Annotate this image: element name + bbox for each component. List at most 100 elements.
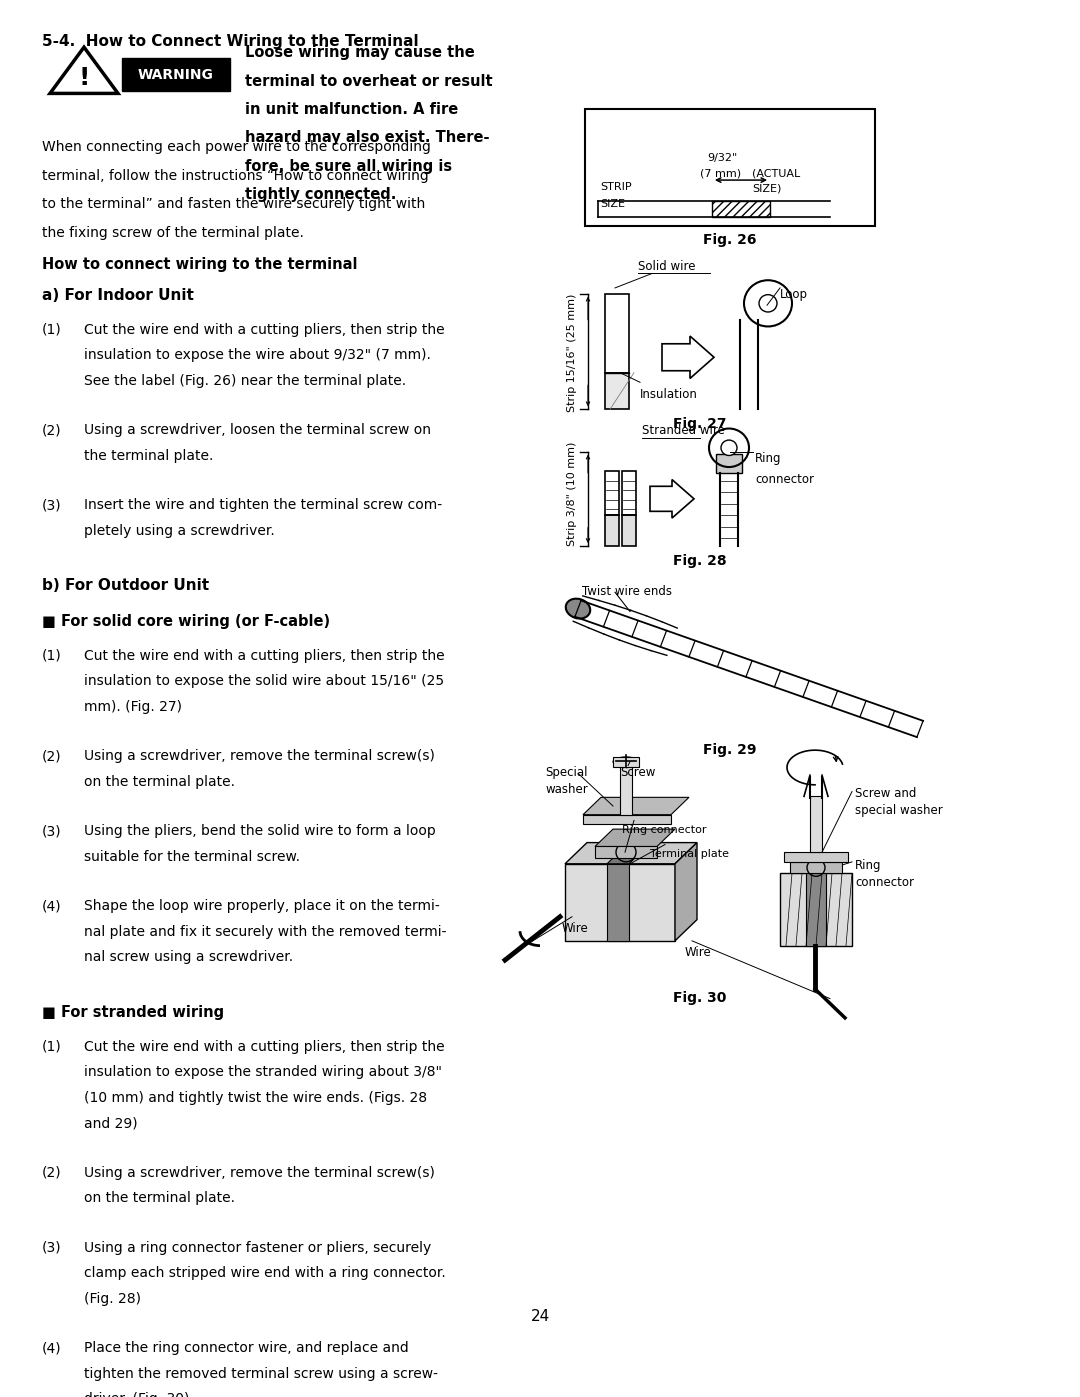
Text: on the terminal plate.: on the terminal plate.	[84, 1192, 235, 1206]
Bar	[620, 761, 632, 814]
Text: 24: 24	[530, 1309, 550, 1324]
Text: (4): (4)	[42, 1341, 62, 1355]
Text: fore, be sure all wiring is: fore, be sure all wiring is	[245, 159, 453, 173]
Text: Ring: Ring	[855, 859, 881, 872]
Text: Strip 3/8" (10 mm): Strip 3/8" (10 mm)	[567, 441, 577, 546]
Text: Ring: Ring	[755, 451, 782, 465]
Text: Stranded wire: Stranded wire	[642, 425, 725, 437]
Text: 9/32": 9/32"	[707, 154, 738, 163]
Text: Using a screwdriver, loosen the terminal screw on: Using a screwdriver, loosen the terminal…	[84, 423, 431, 437]
Text: Using the pliers, bend the solid wire to form a loop: Using the pliers, bend the solid wire to…	[84, 824, 435, 838]
Bar	[595, 847, 657, 858]
Text: the terminal plate.: the terminal plate.	[84, 448, 214, 462]
Bar	[622, 471, 636, 515]
Bar	[583, 814, 671, 824]
Text: Strip 15/16" (25 mm): Strip 15/16" (25 mm)	[567, 293, 577, 412]
Text: driver. (Fig. 30): driver. (Fig. 30)	[84, 1393, 189, 1397]
Text: hazard may also exist. There-: hazard may also exist. There-	[245, 130, 489, 145]
Text: Fig. 26: Fig. 26	[703, 233, 757, 247]
Text: Fig. 30: Fig. 30	[673, 990, 727, 1004]
Polygon shape	[675, 842, 697, 940]
Bar	[622, 515, 636, 546]
Text: clamp each stripped wire end with a ring connector.: clamp each stripped wire end with a ring…	[84, 1266, 446, 1280]
Text: (1): (1)	[42, 648, 62, 662]
Text: (4): (4)	[42, 900, 62, 914]
Text: Cut the wire end with a cutting pliers, then strip the: Cut the wire end with a cutting pliers, …	[84, 1039, 445, 1053]
Text: (3): (3)	[42, 824, 62, 838]
Bar	[810, 796, 822, 852]
Text: (2): (2)	[42, 1165, 62, 1179]
Text: pletely using a screwdriver.: pletely using a screwdriver.	[84, 524, 274, 538]
Text: !: !	[79, 66, 90, 89]
Bar	[607, 863, 629, 940]
Text: Cut the wire end with a cutting pliers, then strip the: Cut the wire end with a cutting pliers, …	[84, 323, 445, 337]
Bar	[565, 863, 675, 940]
Text: (ACTUAL: (ACTUAL	[752, 169, 800, 179]
Bar	[122, 57, 230, 91]
Text: ■ For stranded wiring: ■ For stranded wiring	[42, 1004, 225, 1020]
Text: 5-4.  How to Connect Wiring to the Terminal: 5-4. How to Connect Wiring to the Termin…	[42, 34, 419, 49]
Text: (2): (2)	[42, 423, 62, 437]
Text: terminal, follow the instructions “How to connect wiring: terminal, follow the instructions “How t…	[42, 169, 429, 183]
Text: connector: connector	[855, 876, 914, 890]
Bar	[605, 293, 629, 373]
Text: (3): (3)	[42, 1241, 62, 1255]
Bar	[780, 873, 852, 946]
Bar	[613, 757, 639, 767]
Circle shape	[721, 440, 737, 455]
Text: Solid wire: Solid wire	[638, 260, 696, 272]
Text: Shape the loop wire properly, place it on the termi-: Shape the loop wire properly, place it o…	[84, 900, 440, 914]
Text: Special: Special	[545, 766, 588, 778]
Text: connector: connector	[755, 472, 814, 486]
Text: ■ For solid core wiring (or F-cable): ■ For solid core wiring (or F-cable)	[42, 613, 330, 629]
Bar	[806, 873, 826, 946]
Polygon shape	[595, 828, 675, 847]
Text: Loop: Loop	[780, 288, 808, 300]
Text: washer: washer	[545, 782, 588, 796]
Text: insulation to expose the wire about 9/32" (7 mm).: insulation to expose the wire about 9/32…	[84, 348, 431, 362]
Text: WARNING: WARNING	[138, 67, 214, 81]
Text: How to connect wiring to the terminal: How to connect wiring to the terminal	[42, 257, 357, 272]
Bar	[605, 471, 619, 515]
Text: Terminal plate: Terminal plate	[650, 849, 729, 859]
Text: Screw: Screw	[620, 766, 656, 778]
Circle shape	[759, 295, 777, 312]
Text: Screw and: Screw and	[855, 787, 916, 799]
Text: nal screw using a screwdriver.: nal screw using a screwdriver.	[84, 950, 293, 964]
Text: Insert the wire and tighten the terminal screw com-: Insert the wire and tighten the terminal…	[84, 499, 442, 513]
Text: When connecting each power wire to the corresponding: When connecting each power wire to the c…	[42, 140, 431, 154]
Polygon shape	[607, 842, 651, 863]
Text: STRIP: STRIP	[600, 182, 632, 191]
Text: SIZE: SIZE	[600, 200, 625, 210]
Text: Twist wire ends: Twist wire ends	[582, 584, 672, 598]
Text: Fig. 29: Fig. 29	[703, 743, 757, 757]
Bar	[605, 515, 619, 546]
Bar	[789, 862, 842, 873]
Text: insulation to expose the stranded wiring about 3/8": insulation to expose the stranded wiring…	[84, 1065, 442, 1078]
Text: (Fig. 28): (Fig. 28)	[84, 1292, 141, 1306]
Text: (10 mm) and tightly twist the wire ends. (Figs. 28: (10 mm) and tightly twist the wire ends.…	[84, 1091, 427, 1105]
Text: the fixing screw of the terminal plate.: the fixing screw of the terminal plate.	[42, 226, 303, 240]
Text: Fig. 28: Fig. 28	[673, 553, 727, 567]
Text: tightly connected.: tightly connected.	[245, 187, 396, 203]
Polygon shape	[565, 842, 697, 863]
Text: Using a ring connector fastener or pliers, securely: Using a ring connector fastener or plier…	[84, 1241, 431, 1255]
Polygon shape	[583, 798, 689, 814]
Text: Insulation: Insulation	[640, 388, 698, 401]
Text: Using a screwdriver, remove the terminal screw(s): Using a screwdriver, remove the terminal…	[84, 749, 435, 763]
Bar	[716, 454, 742, 472]
Text: (7 mm): (7 mm)	[700, 169, 741, 179]
Text: (1): (1)	[42, 323, 62, 337]
Text: nal plate and fix it securely with the removed termi-: nal plate and fix it securely with the r…	[84, 925, 446, 939]
Text: Loose wiring may cause the: Loose wiring may cause the	[245, 45, 475, 60]
Text: insulation to expose the solid wire about 15/16" (25: insulation to expose the solid wire abou…	[84, 675, 444, 689]
Text: mm). (Fig. 27): mm). (Fig. 27)	[84, 700, 183, 714]
Text: tighten the removed terminal screw using a screw-: tighten the removed terminal screw using…	[84, 1366, 438, 1382]
Text: Using a screwdriver, remove the terminal screw(s): Using a screwdriver, remove the terminal…	[84, 1165, 435, 1179]
Text: and 29): and 29)	[84, 1116, 137, 1130]
Bar	[784, 852, 848, 862]
Text: Fig. 27: Fig. 27	[673, 416, 727, 430]
Text: See the label (Fig. 26) near the terminal plate.: See the label (Fig. 26) near the termina…	[84, 373, 406, 387]
Text: (2): (2)	[42, 749, 62, 763]
Bar	[712, 201, 770, 217]
